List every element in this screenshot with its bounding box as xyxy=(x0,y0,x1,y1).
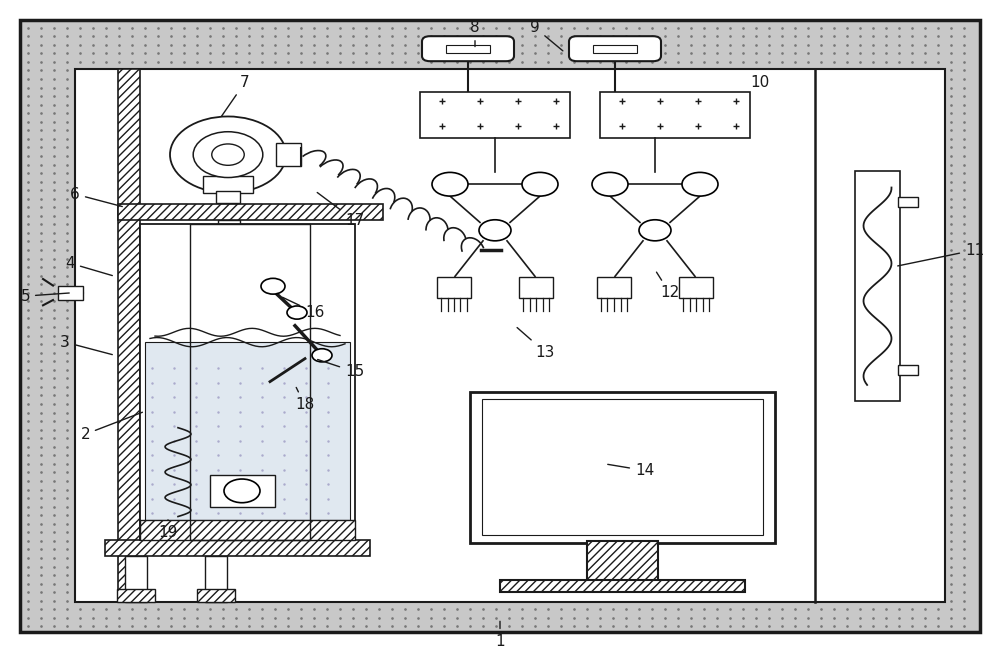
Bar xyxy=(898,365,918,375)
Text: 12: 12 xyxy=(656,272,679,300)
Text: 9: 9 xyxy=(530,20,563,51)
Text: 6: 6 xyxy=(70,187,122,207)
Bar xyxy=(470,392,775,543)
Circle shape xyxy=(212,144,244,165)
Bar xyxy=(205,556,227,602)
Bar xyxy=(140,224,355,540)
Bar xyxy=(216,191,240,203)
Bar xyxy=(898,197,918,207)
Circle shape xyxy=(682,172,718,196)
Bar xyxy=(519,277,553,298)
Text: 14: 14 xyxy=(608,463,654,478)
Bar xyxy=(600,92,750,138)
Circle shape xyxy=(432,172,468,196)
Text: 2: 2 xyxy=(80,413,142,442)
Text: 15: 15 xyxy=(318,359,364,379)
Text: 3: 3 xyxy=(60,335,112,355)
Circle shape xyxy=(479,220,511,241)
Circle shape xyxy=(522,172,558,196)
Bar xyxy=(197,589,235,602)
Bar xyxy=(420,92,570,138)
Circle shape xyxy=(261,278,285,294)
Bar xyxy=(125,556,147,602)
Circle shape xyxy=(592,172,628,196)
Bar xyxy=(276,143,301,166)
Bar xyxy=(58,286,83,300)
Bar xyxy=(597,277,631,298)
Bar xyxy=(145,342,350,520)
Text: 10: 10 xyxy=(750,75,770,89)
Bar xyxy=(190,224,310,540)
Text: 19: 19 xyxy=(158,520,178,540)
Text: 11: 11 xyxy=(898,243,984,266)
Bar xyxy=(105,540,370,556)
Text: 8: 8 xyxy=(470,20,480,47)
Text: 7: 7 xyxy=(222,75,250,116)
Bar xyxy=(679,277,713,298)
Bar xyxy=(203,176,253,193)
Bar xyxy=(437,277,471,298)
Circle shape xyxy=(170,116,286,193)
Bar xyxy=(218,220,240,540)
Text: 18: 18 xyxy=(295,388,314,412)
Circle shape xyxy=(287,306,307,319)
Bar xyxy=(118,69,140,602)
Bar xyxy=(140,520,355,540)
Text: 1: 1 xyxy=(495,621,505,649)
Text: 13: 13 xyxy=(517,328,555,359)
Circle shape xyxy=(639,220,671,241)
Bar xyxy=(482,399,763,535)
Bar xyxy=(593,45,637,53)
Bar xyxy=(587,541,658,586)
Circle shape xyxy=(224,479,260,503)
Bar xyxy=(75,69,945,602)
Bar xyxy=(500,580,745,592)
Bar xyxy=(117,589,155,602)
Circle shape xyxy=(312,349,332,362)
Bar xyxy=(855,171,900,401)
FancyBboxPatch shape xyxy=(569,36,661,61)
Text: 17: 17 xyxy=(317,193,364,228)
Text: 5: 5 xyxy=(20,289,69,303)
Circle shape xyxy=(193,132,263,178)
Bar xyxy=(446,45,490,53)
FancyBboxPatch shape xyxy=(422,36,514,61)
Bar xyxy=(210,475,275,507)
Text: 16: 16 xyxy=(283,297,324,320)
Text: 4: 4 xyxy=(65,256,112,276)
Bar xyxy=(118,204,383,220)
